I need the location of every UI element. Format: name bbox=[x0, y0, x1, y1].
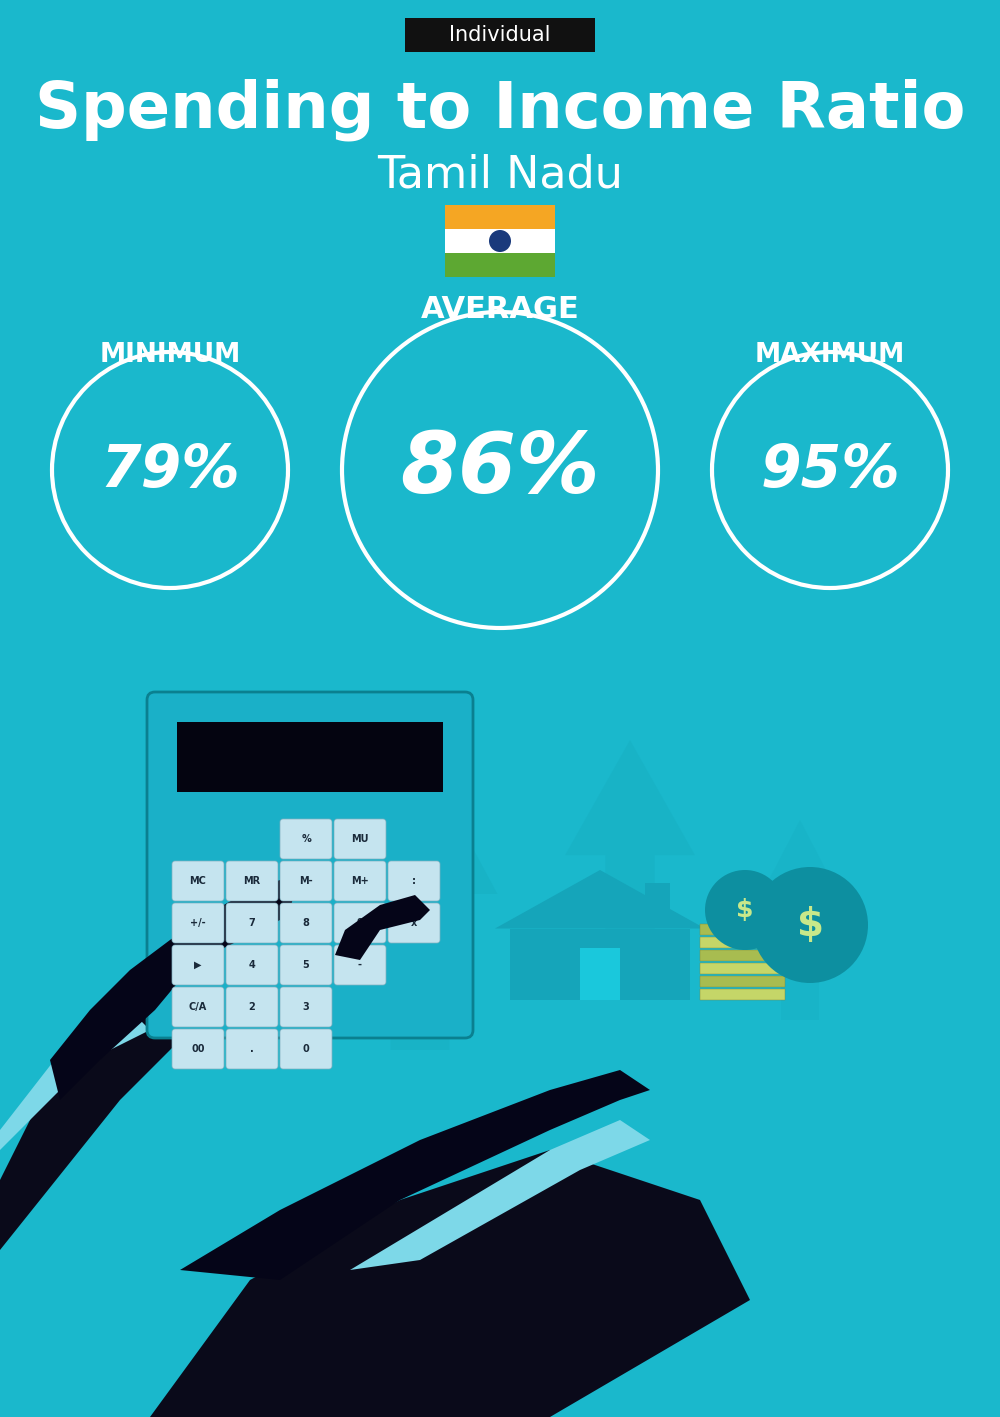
Text: :: : bbox=[412, 876, 416, 886]
Text: C/A: C/A bbox=[189, 1002, 207, 1012]
Polygon shape bbox=[750, 820, 850, 1020]
FancyBboxPatch shape bbox=[280, 988, 332, 1027]
Text: 7: 7 bbox=[249, 918, 255, 928]
FancyBboxPatch shape bbox=[700, 949, 785, 961]
Text: AVERAGE: AVERAGE bbox=[421, 296, 579, 324]
FancyBboxPatch shape bbox=[280, 1029, 332, 1068]
FancyBboxPatch shape bbox=[172, 903, 224, 942]
Text: 86%: 86% bbox=[400, 429, 600, 510]
Polygon shape bbox=[495, 870, 705, 928]
FancyBboxPatch shape bbox=[700, 989, 785, 1000]
Text: 9: 9 bbox=[357, 918, 363, 928]
Polygon shape bbox=[565, 740, 695, 981]
Polygon shape bbox=[150, 1151, 750, 1417]
FancyBboxPatch shape bbox=[280, 945, 332, 985]
Circle shape bbox=[489, 230, 511, 252]
Text: 0: 0 bbox=[303, 1044, 309, 1054]
Text: .: . bbox=[250, 1044, 254, 1054]
Text: M-: M- bbox=[299, 876, 313, 886]
FancyBboxPatch shape bbox=[280, 903, 332, 942]
Text: MC: MC bbox=[190, 876, 206, 886]
FancyBboxPatch shape bbox=[405, 18, 595, 52]
Text: +/-: +/- bbox=[190, 918, 206, 928]
Text: %: % bbox=[301, 835, 311, 845]
Text: M+: M+ bbox=[351, 876, 369, 886]
Polygon shape bbox=[510, 928, 690, 1000]
Text: x: x bbox=[411, 918, 417, 928]
Text: 4: 4 bbox=[249, 959, 255, 971]
Text: 00: 00 bbox=[191, 1044, 205, 1054]
FancyBboxPatch shape bbox=[700, 976, 785, 988]
FancyBboxPatch shape bbox=[388, 862, 440, 901]
Polygon shape bbox=[342, 750, 498, 1050]
Polygon shape bbox=[50, 880, 295, 1100]
Text: 8: 8 bbox=[303, 918, 309, 928]
Text: Individual: Individual bbox=[449, 26, 551, 45]
Text: $: $ bbox=[796, 905, 824, 944]
FancyBboxPatch shape bbox=[334, 903, 386, 942]
FancyBboxPatch shape bbox=[445, 254, 555, 276]
FancyBboxPatch shape bbox=[226, 988, 278, 1027]
Text: ▶: ▶ bbox=[194, 959, 202, 971]
Text: MU: MU bbox=[351, 835, 369, 845]
FancyBboxPatch shape bbox=[334, 819, 386, 859]
Circle shape bbox=[705, 870, 785, 949]
Text: $: $ bbox=[736, 898, 754, 922]
FancyBboxPatch shape bbox=[226, 1029, 278, 1068]
FancyBboxPatch shape bbox=[334, 862, 386, 901]
FancyBboxPatch shape bbox=[280, 862, 332, 901]
FancyBboxPatch shape bbox=[226, 945, 278, 985]
FancyBboxPatch shape bbox=[172, 945, 224, 985]
Text: MAXIMUM: MAXIMUM bbox=[755, 341, 905, 368]
FancyBboxPatch shape bbox=[334, 945, 386, 985]
Text: Tamil Nadu: Tamil Nadu bbox=[377, 153, 623, 197]
FancyBboxPatch shape bbox=[226, 862, 278, 901]
Text: MINIMUM: MINIMUM bbox=[99, 341, 241, 368]
FancyBboxPatch shape bbox=[700, 924, 785, 935]
Polygon shape bbox=[180, 1070, 650, 1280]
FancyBboxPatch shape bbox=[388, 903, 440, 942]
Polygon shape bbox=[580, 948, 620, 1000]
FancyBboxPatch shape bbox=[172, 862, 224, 901]
FancyBboxPatch shape bbox=[700, 937, 785, 948]
Text: -: - bbox=[358, 959, 362, 971]
FancyBboxPatch shape bbox=[147, 691, 473, 1039]
Polygon shape bbox=[335, 896, 430, 959]
FancyBboxPatch shape bbox=[280, 819, 332, 859]
Polygon shape bbox=[0, 1010, 150, 1200]
FancyBboxPatch shape bbox=[445, 230, 555, 254]
FancyBboxPatch shape bbox=[445, 205, 555, 230]
Text: MR: MR bbox=[243, 876, 261, 886]
FancyBboxPatch shape bbox=[226, 903, 278, 942]
FancyBboxPatch shape bbox=[700, 964, 785, 973]
Text: 5: 5 bbox=[303, 959, 309, 971]
Polygon shape bbox=[350, 1119, 650, 1270]
Circle shape bbox=[752, 867, 868, 983]
FancyBboxPatch shape bbox=[172, 988, 224, 1027]
Polygon shape bbox=[645, 883, 670, 925]
Text: 3: 3 bbox=[303, 1002, 309, 1012]
Text: 79%: 79% bbox=[100, 442, 240, 499]
FancyBboxPatch shape bbox=[177, 723, 443, 792]
Text: Spending to Income Ratio: Spending to Income Ratio bbox=[35, 79, 965, 142]
Text: 95%: 95% bbox=[760, 442, 900, 499]
FancyBboxPatch shape bbox=[172, 1029, 224, 1068]
Text: 2: 2 bbox=[249, 1002, 255, 1012]
Polygon shape bbox=[0, 939, 240, 1417]
